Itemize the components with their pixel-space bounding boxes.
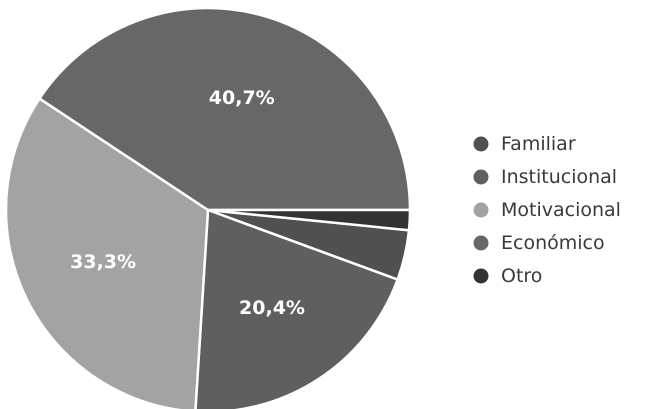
pie-slices: [4, 6, 412, 409]
pie-slice-institucional: [194, 208, 400, 409]
data-label-economico: 40,7%: [209, 87, 275, 109]
legend-label: Otro: [501, 265, 542, 287]
legend-marker: [473, 136, 489, 152]
pie-slice-motivacional: [4, 96, 210, 409]
legend: Familiar Institucional Motivacional Económi…: [473, 133, 621, 287]
legend-item-institucional: Institucional: [473, 166, 617, 188]
legend-item-otro: Otro: [473, 265, 542, 287]
legend-marker: [473, 202, 489, 218]
legend-marker: [473, 235, 489, 251]
pie-slice-economico: [37, 6, 412, 212]
data-label-motivacional: 33,3%: [70, 251, 136, 273]
data-label-institucional: 20,4%: [239, 297, 305, 319]
legend-item-motivacional: Motivacional: [473, 199, 621, 221]
legend-label: Institucional: [501, 166, 617, 188]
legend-item-economico: Económico: [473, 232, 605, 254]
legend-marker: [473, 268, 489, 284]
pie-data-labels: 20,4% 33,3% 40,7%: [70, 87, 305, 319]
legend-label: Familiar: [501, 133, 576, 155]
legend-label: Motivacional: [501, 199, 621, 221]
legend-label: Económico: [501, 232, 605, 254]
pie-slice-otro: [207, 208, 412, 232]
legend-item-familiar: Familiar: [473, 133, 576, 155]
legend-marker: [473, 169, 489, 185]
